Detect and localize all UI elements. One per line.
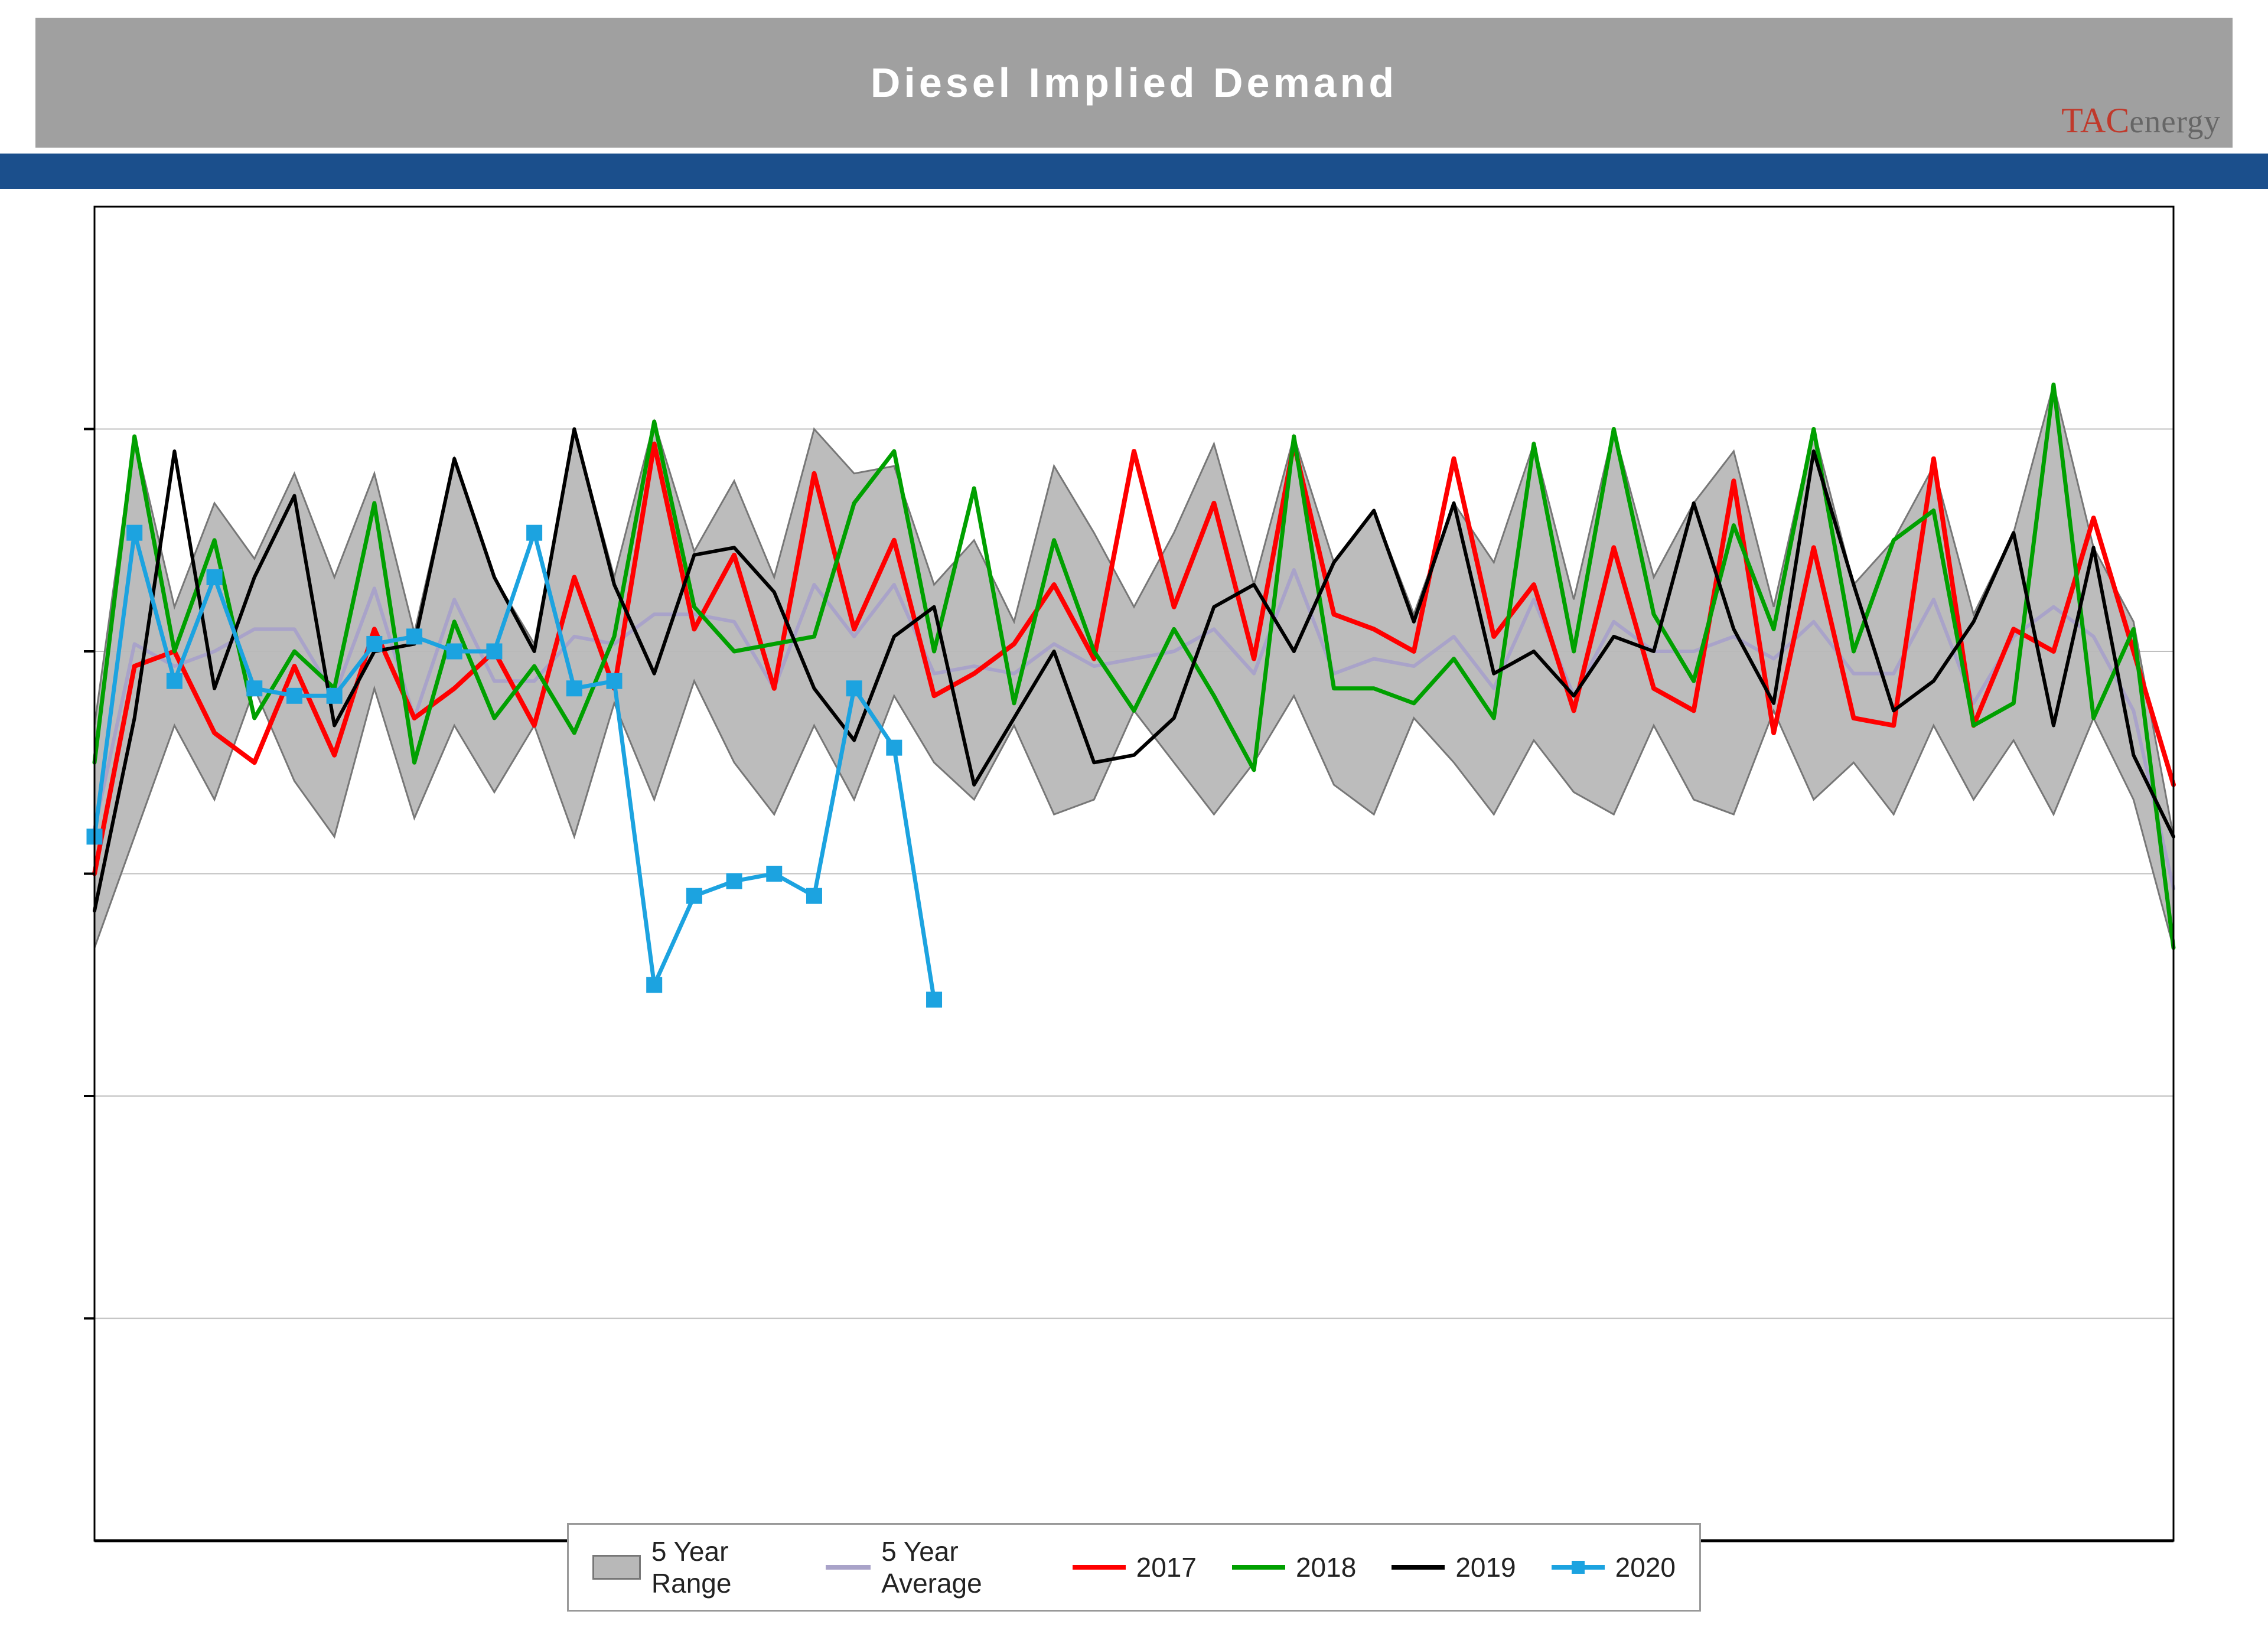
- legend-item-2019: 2019: [1392, 1551, 1516, 1583]
- marker-swatch-icon: [1552, 1565, 1605, 1570]
- plot-area: [71, 195, 2197, 1564]
- range-swatch-icon: [592, 1555, 641, 1580]
- legend-item-range: 5 Year Range: [592, 1535, 790, 1599]
- chart-title: Diesel Implied Demand: [871, 59, 1397, 106]
- legend-label: 5 Year Range: [651, 1535, 790, 1599]
- legend-item-2017: 2017: [1073, 1551, 1197, 1583]
- chart-frame: Diesel Implied Demand TACenergy 5 Year R…: [0, 0, 2268, 1647]
- line-chart-svg: [71, 195, 2197, 1564]
- legend-item-average: 5 Year Average: [826, 1535, 1037, 1599]
- line-swatch-icon: [1073, 1565, 1126, 1570]
- line-swatch-icon: [826, 1565, 871, 1570]
- legend-label: 2020: [1615, 1551, 1676, 1583]
- legend-item-2018: 2018: [1232, 1551, 1356, 1583]
- line-swatch-icon: [1232, 1565, 1285, 1570]
- title-bar: Diesel Implied Demand: [35, 18, 2233, 148]
- legend-label: 2017: [1136, 1551, 1197, 1583]
- legend-label: 5 Year Average: [881, 1535, 1037, 1599]
- header-stripe: [0, 154, 2268, 189]
- line-swatch-icon: [1392, 1565, 1445, 1570]
- legend-item-2020: 2020: [1552, 1551, 1676, 1583]
- legend-label: 2019: [1455, 1551, 1516, 1583]
- tac-energy-logo: TACenergy: [2061, 100, 2221, 141]
- legend: 5 Year Range 5 Year Average 2017 2018 20…: [567, 1523, 1701, 1612]
- legend-label: 2018: [1296, 1551, 1356, 1583]
